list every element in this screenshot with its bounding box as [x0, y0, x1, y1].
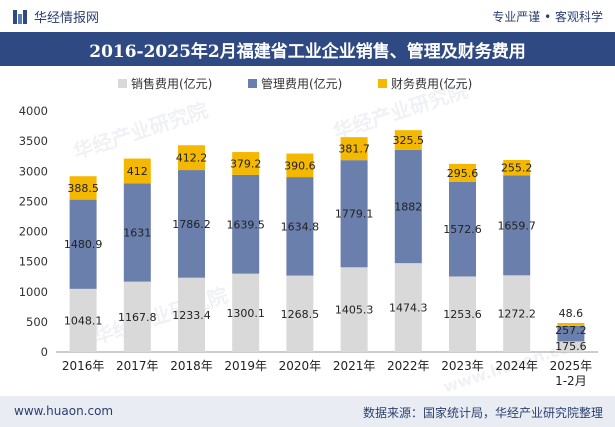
data-label: 1786.2: [172, 218, 211, 231]
bar-segment: [394, 149, 422, 264]
bar-segment: [394, 263, 422, 352]
y-tick-label: 3500: [19, 134, 48, 148]
legend-swatch: [378, 79, 387, 88]
footer: www.huaon.com 数据来源：国家统计局，华经产业研究院整理: [0, 396, 615, 427]
chart-title: 2016-2025年2月福建省工业企业销售、管理及财务费用: [89, 41, 526, 62]
data-label: 1474.3: [389, 302, 428, 315]
bar-segment: [286, 177, 314, 276]
data-label: 1639.5: [226, 218, 265, 231]
bar-segment: [178, 277, 205, 352]
bar-segment: [286, 275, 314, 352]
x-tick-label: 2020年: [279, 359, 322, 373]
legend-label: 销售费用(亿元): [131, 76, 212, 91]
data-label: 390.6: [284, 159, 316, 172]
x-tick-label: 2024年: [495, 359, 538, 373]
bar-segment: [557, 322, 585, 326]
y-tick-label: 500: [26, 315, 48, 329]
bar-segment: [340, 137, 368, 161]
y-tick-label: 3000: [19, 164, 48, 178]
data-label: 379.2: [230, 157, 262, 170]
data-label: 295.6: [447, 167, 479, 180]
data-label: 1882: [394, 200, 422, 213]
legend-label: 管理费用(亿元): [261, 76, 342, 91]
bar-segment: [449, 276, 476, 352]
brand-name: 华经情报网: [34, 11, 100, 26]
data-label: 1631: [123, 227, 151, 240]
data-label: 48.6: [559, 307, 584, 320]
slogan: 专业严谨 • 客观科学: [492, 10, 603, 24]
x-tick-label: 2019年: [224, 359, 267, 373]
data-label: 1233.4: [172, 309, 211, 322]
bar-segment: [123, 281, 151, 352]
x-tick-label: 2021年: [333, 359, 376, 373]
title-bar: 2016-2025年2月福建省工业企业销售、管理及财务费用: [0, 32, 615, 66]
x-tick-label: 2018年: [170, 359, 213, 373]
y-tick-label: 1500: [19, 255, 48, 269]
data-label: 257.2: [555, 324, 587, 337]
bar-segment: [123, 158, 151, 184]
data-label: 1779.1: [335, 208, 374, 221]
data-label: 412.2: [176, 152, 208, 165]
x-tick-label: 2016年: [62, 359, 105, 373]
bar-segment: [503, 175, 531, 276]
data-label: 412: [127, 165, 148, 178]
x-tick-label: 2017年: [116, 359, 159, 373]
stacked-bar-chart: 销售费用(亿元) 管理费用(亿元) 财务费用(亿元) 0 500 1000 1500 2000…: [19, 76, 598, 388]
top-bar: 华经情报网 专业严谨 • 客观科学: [0, 0, 615, 32]
bar-segment: [340, 267, 368, 352]
bar-segment: [340, 160, 368, 268]
data-label: 1659.7: [497, 219, 536, 232]
data-label: 1480.9: [64, 238, 103, 251]
data-label: 1167.8: [118, 311, 157, 324]
legend-label: 财务费用(亿元): [391, 76, 472, 91]
data-label: 1405.3: [335, 304, 374, 317]
x-tick-label: 2023年: [441, 359, 484, 373]
data-label: 1048.1: [64, 314, 103, 327]
brand-logo-icon: [13, 9, 27, 24]
brand: 华经情报网: [12, 7, 99, 26]
bar-segment: [449, 181, 476, 277]
bar-segment: [557, 325, 585, 342]
x-tick-label: 1-2月: [555, 374, 587, 388]
data-label: 325.5: [393, 134, 425, 147]
data-label: 1572.6: [443, 223, 482, 236]
bar-segment: [69, 176, 97, 200]
bar-segment: [69, 288, 97, 352]
y-tick-label: 2000: [19, 225, 48, 239]
data-label: 381.7: [338, 143, 370, 156]
bar-segment: [232, 152, 260, 175]
footer-website: www.huaon.com: [14, 404, 114, 418]
y-tick-label: 1000: [19, 285, 48, 299]
x-tick-label: 2025年: [550, 359, 593, 373]
bar-segment: [503, 275, 531, 352]
data-label: 1634.8: [281, 220, 320, 233]
bar-segment: [232, 174, 260, 274]
x-tick-label: 2022年: [387, 359, 430, 373]
y-tick-label: 4000: [19, 104, 48, 118]
bar-segment: [178, 145, 205, 171]
data-label: 1253.6: [443, 308, 482, 321]
data-label: 175.6: [555, 340, 587, 353]
bar-segment: [449, 163, 476, 182]
bar-segment: [69, 199, 97, 289]
data-label: 1272.2: [497, 308, 536, 321]
bar-segment: [178, 170, 205, 278]
data-label: 1300.1: [226, 307, 265, 320]
bar-segment: [503, 159, 531, 176]
legend-swatch: [118, 79, 127, 88]
y-tick-label: 2500: [19, 194, 48, 208]
data-label: 1268.5: [281, 308, 320, 321]
bar-segment: [394, 130, 422, 150]
bar-segment: [123, 183, 151, 282]
data-label: 255.2: [501, 162, 533, 175]
footer-source: 数据来源：国家统计局，华经产业研究院整理: [362, 406, 603, 420]
data-label: 388.5: [67, 182, 99, 195]
bar-segment: [286, 153, 314, 178]
y-tick-label: 0: [41, 345, 48, 359]
legend-swatch: [248, 79, 257, 88]
bar-segment: [232, 273, 260, 352]
bar-segment: [557, 341, 585, 352]
